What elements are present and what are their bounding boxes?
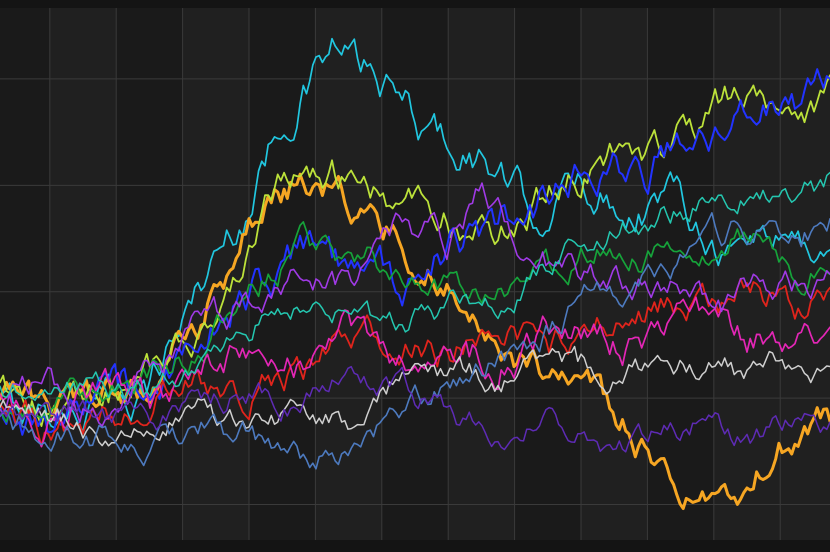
- chart-svg: [0, 0, 830, 552]
- multi-line-chart: [0, 0, 830, 552]
